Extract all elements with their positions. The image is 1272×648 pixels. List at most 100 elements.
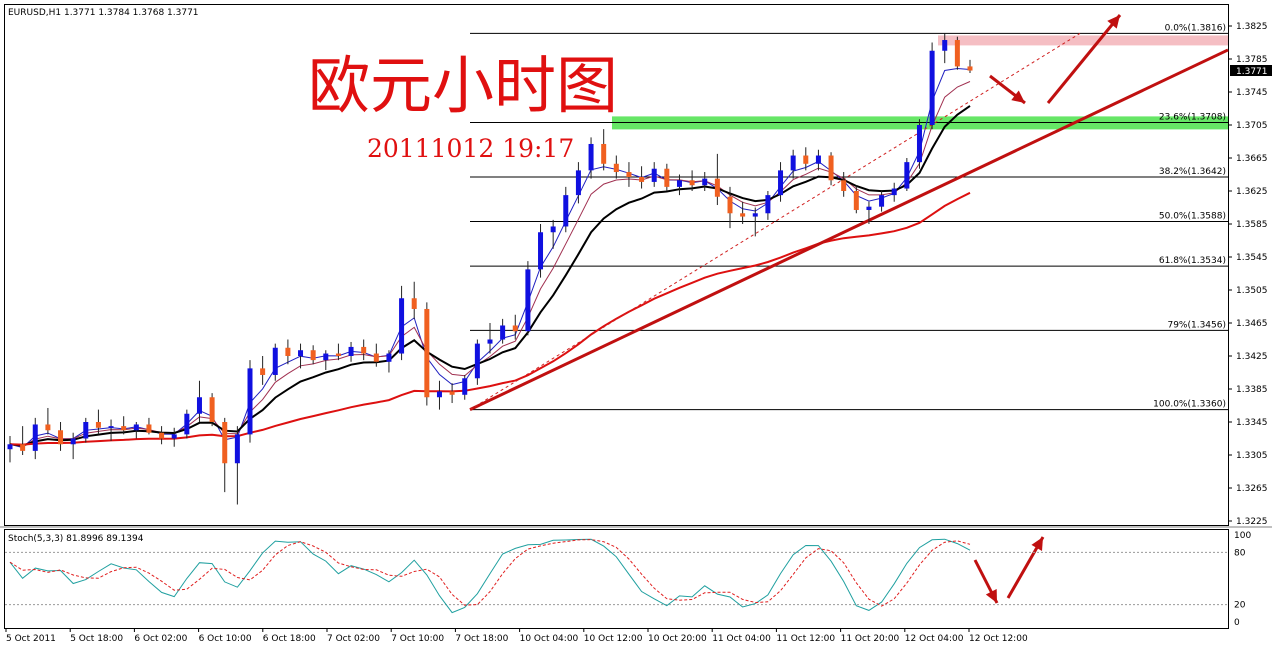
- y-tick-label: 1.3505: [1236, 286, 1268, 296]
- candle-bull: [83, 422, 89, 439]
- x-tick-label: 12 Oct 04:00: [905, 634, 964, 644]
- candle-bull: [462, 378, 468, 395]
- fib-label: 38.2%(1.3642): [1159, 167, 1226, 177]
- y-tick-label: 1.3785: [1236, 55, 1268, 65]
- arrow-annotations: [973, 14, 1122, 604]
- candle-bear: [714, 178, 720, 197]
- candle-bull: [348, 346, 354, 356]
- y-tick-label: 1.3345: [1236, 418, 1268, 428]
- candle-bull: [108, 426, 114, 428]
- candle-bear: [727, 196, 733, 214]
- candle-bull: [196, 397, 202, 414]
- candle-bull: [247, 368, 253, 435]
- x-tick-label: 10 Oct 20:00: [648, 634, 707, 644]
- fib-label: 0.0%(1.3816): [1165, 23, 1226, 33]
- x-tick-label: 6 Oct 18:00: [263, 634, 316, 644]
- y-tick-label: 1.3705: [1236, 121, 1268, 131]
- x-tick-label: 11 Oct 12:00: [776, 634, 835, 644]
- y-tick-label: 1.3825: [1236, 22, 1268, 32]
- chart-title-annotation: 欧元小时图: [308, 49, 618, 122]
- candle-bull: [550, 226, 556, 233]
- candle-bear: [639, 176, 645, 182]
- candle-bull: [70, 438, 76, 445]
- candle-bear: [95, 422, 101, 428]
- x-tick-label: 11 Oct 20:00: [841, 634, 900, 644]
- price-axis: 1.3825 1.3785 1.3745 1.3705 1.3665 1.3625 1.35…: [1228, 22, 1268, 527]
- arrow-up-stoch-head: [1031, 537, 1043, 551]
- candle-bull: [298, 350, 304, 356]
- candle-bull: [436, 391, 442, 398]
- candle-bull: [588, 143, 594, 171]
- x-tick-label: 7 Oct 10:00: [391, 634, 444, 644]
- fib-label: 61.8%(1.3534): [1159, 256, 1226, 266]
- candle-bull: [500, 325, 506, 340]
- candle-bear: [967, 66, 973, 71]
- candle-bull: [399, 298, 405, 354]
- fib-label: 50.0%(1.3588): [1159, 212, 1226, 222]
- arrow-down-main-head: [1011, 90, 1025, 103]
- arrow-down-stoch-head: [985, 589, 997, 603]
- resistance-zone: [938, 35, 1228, 46]
- x-tick-label: 12 Oct 12:00: [969, 634, 1028, 644]
- candle-bear: [45, 424, 51, 431]
- candle-bull: [563, 195, 569, 227]
- candle-bull: [651, 168, 657, 182]
- candle-bull: [916, 125, 922, 163]
- y-tick-label: 1.3665: [1236, 154, 1268, 164]
- y-tick-label: 1.3545: [1236, 253, 1268, 263]
- candle-bull: [386, 353, 392, 362]
- candle-bull: [538, 232, 544, 270]
- candle-bull: [7, 444, 13, 450]
- candle-bull: [575, 170, 581, 196]
- candle-bear: [260, 368, 266, 375]
- candle-bull: [879, 195, 885, 207]
- candle-bear: [310, 350, 316, 361]
- x-tick-label: 7 Oct 18:00: [455, 634, 508, 644]
- stoch-plot-frame: [4, 529, 1229, 629]
- candle-bear: [20, 444, 26, 451]
- x-tick-label: 10 Oct 04:00: [520, 634, 579, 644]
- arrow-up-main-shaft: [1046, 14, 1122, 104]
- y-tick-label: 1.3425: [1236, 352, 1268, 362]
- stoch-level-label: 100: [1234, 531, 1251, 541]
- candle-bear: [841, 180, 847, 191]
- candle-bear: [58, 430, 64, 445]
- y-tick-label: 1.3745: [1236, 88, 1268, 98]
- y-tick-label: 1.3465: [1236, 319, 1268, 329]
- candle-bull: [133, 424, 139, 431]
- stoch-level-label: 80: [1234, 548, 1246, 558]
- candle-bear: [828, 155, 834, 181]
- ma-slow-line: [9, 105, 971, 447]
- candle-bear: [209, 397, 215, 422]
- candle-bull: [184, 413, 190, 435]
- candle-bull: [904, 162, 910, 189]
- candle-bear: [512, 325, 518, 332]
- candle-bull: [866, 206, 872, 210]
- instrument-header: EURUSD,H1 1.3771 1.3784 1.3768 1.3771: [8, 8, 199, 18]
- candle-bull: [752, 213, 758, 217]
- candle-bear: [803, 155, 809, 164]
- time-axis: 5 Oct 2011 5 Oct 18:00 6 Oct 02:00 6 Oct 10…: [5, 628, 1028, 644]
- last-price-label: 1.3771: [1236, 67, 1268, 77]
- candle-bull: [323, 353, 329, 361]
- fib-label: 79%(1.3456): [1167, 320, 1226, 330]
- candle-bear: [954, 40, 960, 67]
- candle-bull: [778, 170, 784, 196]
- y-tick-label: 1.3305: [1236, 451, 1268, 461]
- x-tick-label: 5 Oct 18:00: [70, 634, 123, 644]
- x-tick-label: 6 Oct 02:00: [134, 634, 187, 644]
- candle-bull: [929, 50, 935, 125]
- last-price-badge: [1230, 65, 1272, 76]
- y-tick-label: 1.3585: [1236, 220, 1268, 230]
- candle-bull: [702, 178, 708, 186]
- candle-bear: [853, 191, 859, 210]
- candle-bear: [689, 180, 695, 186]
- candle-bull: [676, 180, 682, 187]
- fibonacci-levels: 0.0%(1.3816) 23.6%(1.3708) 38.2%(1.3642) 50…: [470, 23, 1228, 411]
- fib-label: 100.0%(1.3360): [1153, 400, 1226, 410]
- candle-bull: [272, 347, 278, 375]
- candle-bear: [626, 172, 632, 177]
- candle-bear: [601, 143, 607, 164]
- x-tick-label: 5 Oct 2011: [6, 634, 56, 644]
